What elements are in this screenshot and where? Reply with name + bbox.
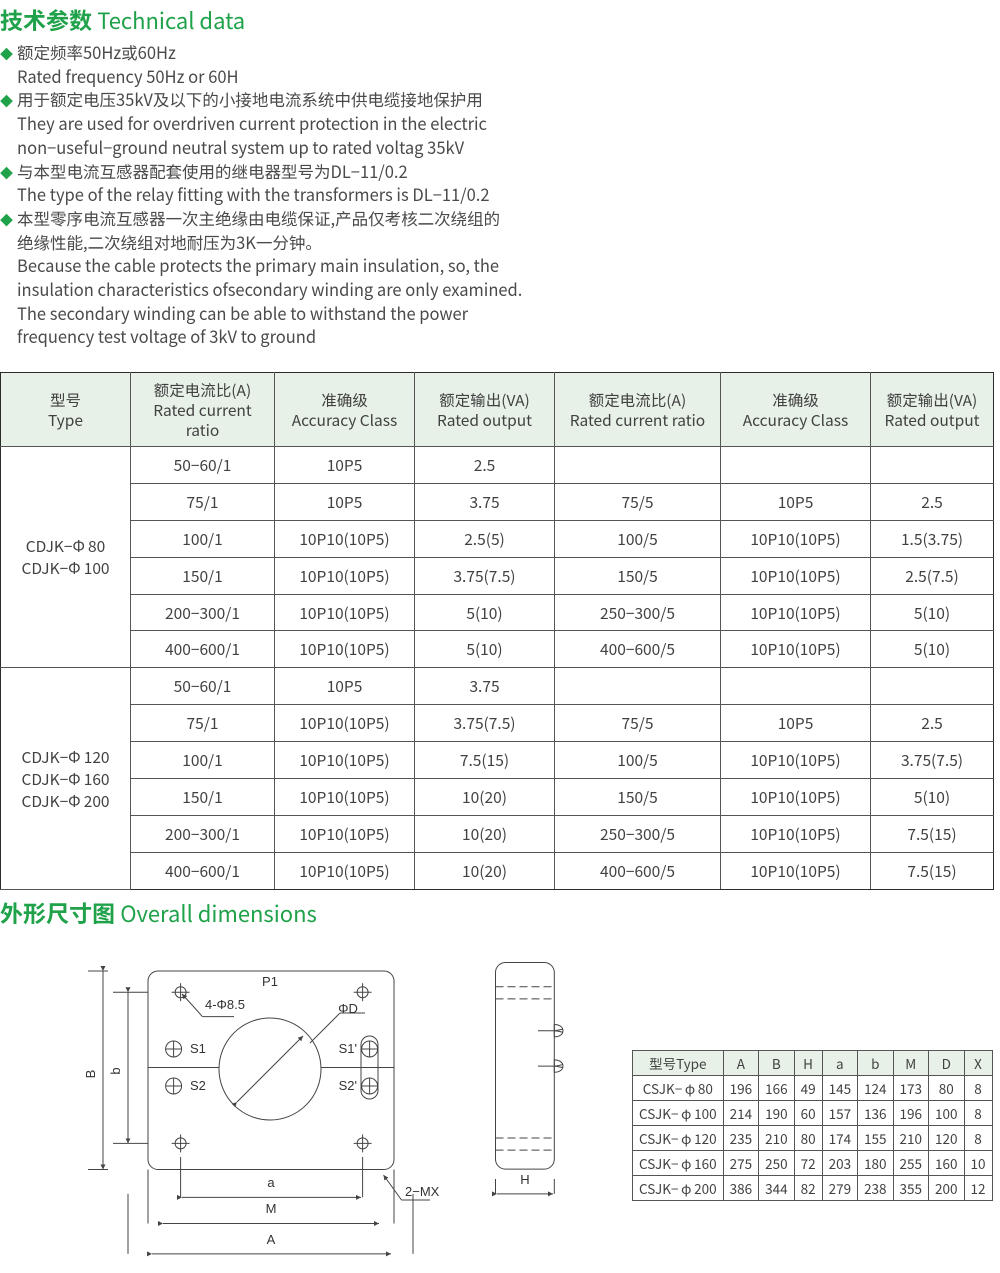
svg-text:a: a [267,1175,275,1190]
svg-text:S1': S1' [339,1041,357,1056]
svg-text:A: A [267,1232,276,1247]
svg-text:2−MX: 2−MX [405,1184,440,1199]
svg-text:ΦD: ΦD [338,1001,358,1016]
svg-text:M: M [266,1201,277,1216]
svg-text:S2: S2 [190,1078,206,1093]
svg-text:S1: S1 [190,1041,206,1056]
svg-text:S2': S2' [339,1078,357,1093]
svg-text:B: B [83,1070,98,1079]
svg-text:P1: P1 [262,974,278,989]
svg-text:b: b [108,1067,123,1074]
svg-text:H: H [520,1172,529,1187]
svg-text:4-Φ8.5: 4-Φ8.5 [205,997,245,1012]
